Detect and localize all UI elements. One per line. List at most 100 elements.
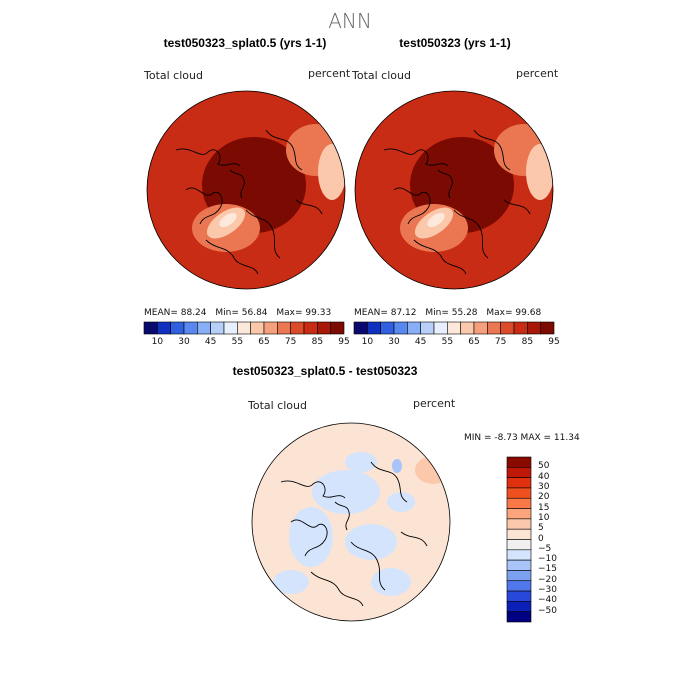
diff-colorbar-swatch xyxy=(506,487,532,499)
panel1-colorbar-tick-label: 10 xyxy=(151,337,164,347)
panel2-colorbar-tick-label: 95 xyxy=(548,337,560,347)
diff-negative-region xyxy=(345,524,397,560)
diff-colorbar-swatch xyxy=(506,528,532,540)
diff-positive-region xyxy=(415,456,450,484)
panel2-colorbar-swatch xyxy=(500,321,515,335)
panel2-map-border xyxy=(354,90,554,290)
diff-colorbar-tick-label: 15 xyxy=(538,502,550,513)
panel2-max: Max= 99.68 xyxy=(486,308,542,318)
panel2-colorbar-swatch xyxy=(420,321,435,335)
panel2-colorbar-tick-label: 10 xyxy=(361,337,374,347)
diff-coastline xyxy=(280,480,346,499)
panel2-colorbar-tick-label: 55 xyxy=(441,337,454,347)
panel2-low-region xyxy=(526,144,553,200)
diff-colorbar-ticks: 50 40 30 20 15 10 5 0 −5 −10 −15 −20 −30 −40 −50 xyxy=(538,457,578,622)
diff-negative-region xyxy=(392,459,402,473)
diff-colorbar-swatch xyxy=(506,508,532,520)
diff-colorbar-tick-label: −40 xyxy=(538,595,557,606)
panel1-colorbar-tick-label: 95 xyxy=(338,337,350,347)
panel2-coastline xyxy=(393,187,431,225)
diff-coastline xyxy=(350,541,386,591)
panel1-colorbar-tick-label: 45 xyxy=(204,337,217,347)
panel2-colorbar-swatch xyxy=(380,321,395,335)
diff-negative-region xyxy=(273,570,309,594)
diff-colorbar-tick-label: 10 xyxy=(538,512,550,523)
panel1-map-border xyxy=(146,90,346,290)
panel1-colorbar-swatch xyxy=(170,321,185,335)
panel1-colorbar-tick-label: 85 xyxy=(311,337,324,347)
panel2-units-label: percent xyxy=(516,67,559,80)
panel1-colorbar-swatch xyxy=(250,321,265,335)
diff-polar-map xyxy=(251,422,451,622)
panel2-colorbar-swatch xyxy=(473,321,488,335)
diff-colorbar-swatch xyxy=(506,559,532,571)
panel2-stats: MEAN= 87.12 Min= 55.28 Max= 99.68 xyxy=(354,308,547,318)
panel1-coastline xyxy=(295,199,323,215)
diff-colorbar-tick-label: 40 xyxy=(538,471,550,482)
diff-colorbar-swatch xyxy=(506,570,532,582)
panel2-colorbar-swatch xyxy=(353,321,368,335)
panel1-colorbar-swatch xyxy=(317,321,331,335)
panel2-colorbar-tick-label: 30 xyxy=(388,337,400,347)
diff-variable-label: Total cloud xyxy=(248,399,307,412)
diff-colorbar-swatch xyxy=(506,497,532,509)
panel1-min: Min= 56.84 xyxy=(215,308,268,318)
panel1-colorbar-swatch xyxy=(197,321,211,335)
diff-colorbar-swatch xyxy=(506,456,532,468)
panel1-coastline xyxy=(265,129,303,171)
diff-colorbar-tick-label: −50 xyxy=(538,605,557,616)
panel1-colorbar-tick-label: 75 xyxy=(284,337,297,347)
diff-coastline xyxy=(400,531,428,547)
panel1-colorbar-swatch xyxy=(210,321,225,335)
panel1-low-region xyxy=(318,144,345,200)
diff-map-border xyxy=(251,422,451,622)
panel1-colorbar-swatch xyxy=(157,321,171,335)
panel1-colorbar-swatch xyxy=(183,321,198,335)
panel2-colorbar xyxy=(353,321,555,335)
panel2-coastline xyxy=(503,199,531,215)
panel2-colorbar-swatch xyxy=(407,321,421,335)
diff-negative-region xyxy=(371,568,411,596)
panel1-coastline xyxy=(175,148,241,167)
panel1-colorbar-swatch xyxy=(330,321,345,335)
panel1-colorbar-tick-label: 55 xyxy=(231,337,244,347)
panel1-coastline xyxy=(245,209,281,259)
diff-minmax: MIN = -8.73 MAX = 11.34 xyxy=(464,433,580,443)
diff-colorbar-swatch xyxy=(506,518,532,530)
diff-colorbar-swatch xyxy=(506,467,532,478)
panel2-colorbar-tick-label: 65 xyxy=(468,337,480,347)
diff-colorbar-tick-label: −10 xyxy=(538,554,557,565)
panel2-coastline xyxy=(383,148,449,167)
panel1-units-label: percent xyxy=(308,67,351,80)
diff-coastline xyxy=(334,501,350,531)
diff-coastline xyxy=(310,571,364,607)
diff-colorbar-tick-label: −20 xyxy=(538,574,557,585)
main-title: ANN xyxy=(328,9,372,33)
panel1-coastline xyxy=(229,169,245,199)
diff-colorbar-swatch xyxy=(506,539,532,551)
panel1-colorbar-tick-label: 65 xyxy=(258,337,270,347)
diff-colorbar-tick-label: 5 xyxy=(538,523,544,534)
panel2-colorbar-tick-label: 45 xyxy=(414,337,427,347)
diff-colorbar-swatch xyxy=(506,611,532,623)
diff-colorbar-swatch xyxy=(506,590,532,602)
panel2-coastline xyxy=(453,209,489,259)
panel1-variable-label: Total cloud xyxy=(144,69,203,82)
panel1-colorbar-ticks: 10 30 45 55 65 75 85 95 xyxy=(144,337,350,349)
diff-colorbar-swatch xyxy=(506,580,532,592)
panel2-polar-map xyxy=(354,90,554,290)
panel1-colorbar-swatch xyxy=(223,321,238,335)
diff-colorbar-tick-label: 20 xyxy=(538,492,550,503)
panel1-mean: MEAN= 88.24 xyxy=(144,308,207,318)
panel1-polar-map xyxy=(146,90,346,290)
panel2-colorbar-swatch xyxy=(487,321,501,335)
panel2-coastline xyxy=(413,239,467,275)
diff-colorbar-swatch xyxy=(506,477,532,489)
diff-colorbar-tick-label: 30 xyxy=(538,481,550,492)
diff-negative-region xyxy=(289,507,333,567)
panel2-variable-label: Total cloud xyxy=(352,69,411,82)
panel2-title: test050323 (yrs 1-1) xyxy=(399,36,511,50)
panel1-colorbar xyxy=(143,321,345,335)
diff-colorbar-swatch xyxy=(506,601,532,612)
panel1-title: test050323_splat0.5 (yrs 1-1) xyxy=(163,36,327,50)
